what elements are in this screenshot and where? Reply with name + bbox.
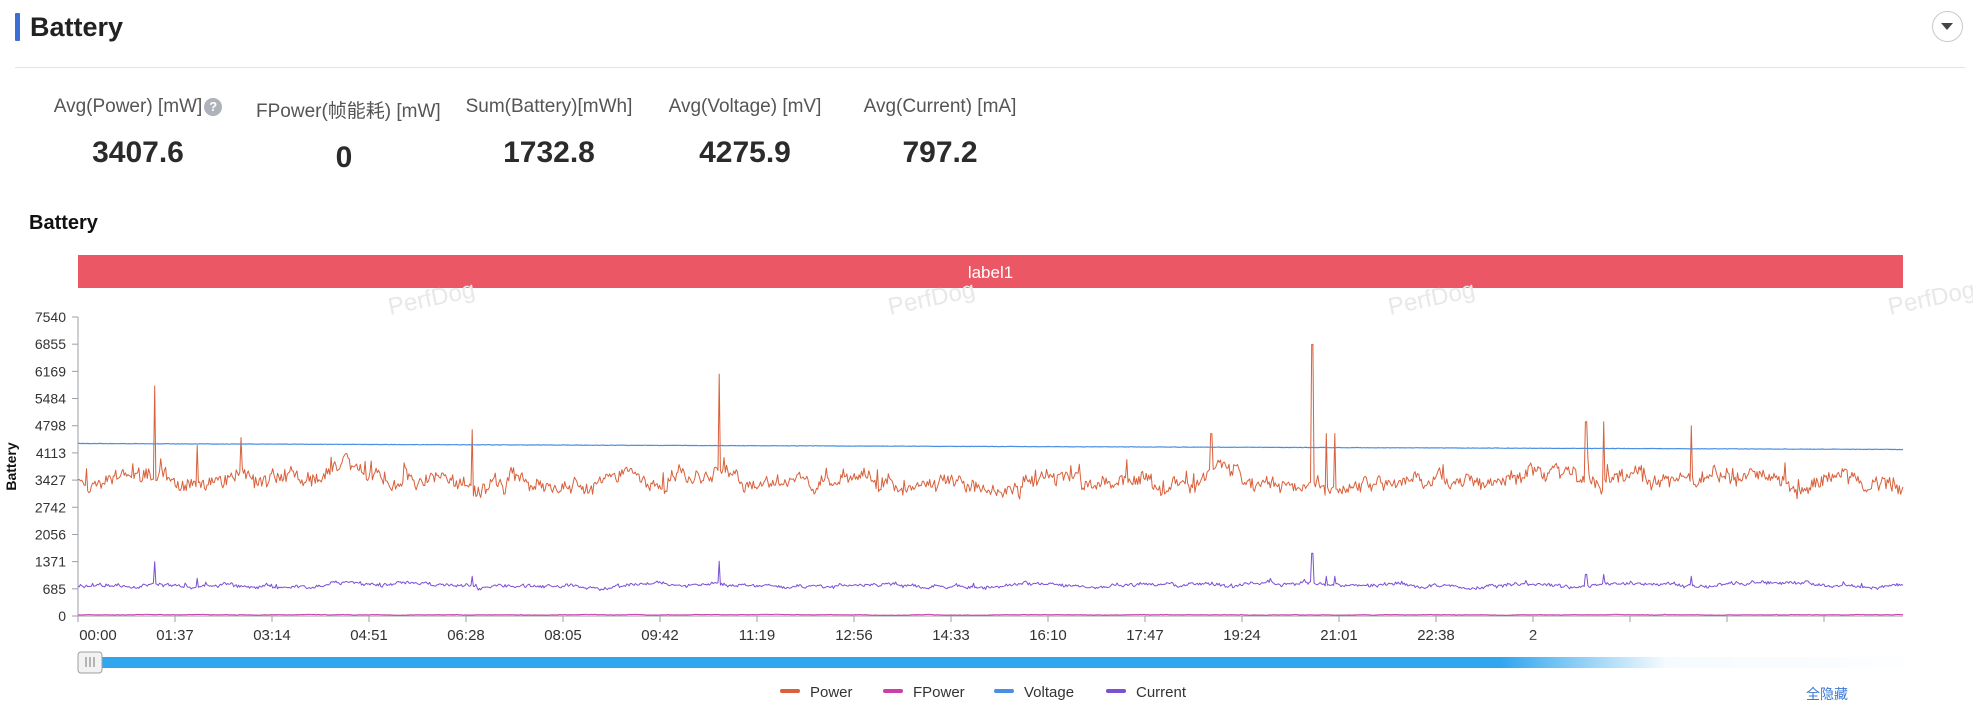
metric-avg-current: Avg(Current) [mA] 797.2	[862, 96, 1018, 170]
section-header: Battery	[0, 0, 1973, 68]
fpower-series-line	[77, 613, 1904, 616]
title-accent-bar	[15, 13, 20, 41]
scrollbar-overlay	[1500, 635, 1973, 680]
metric-avg-voltage: Avg(Voltage) [mV] 4275.9	[667, 96, 823, 170]
metric-value: 1732.8	[503, 136, 595, 169]
x-tick-label: 01:37	[156, 627, 194, 644]
metric-value: 3407.6	[92, 136, 184, 169]
x-tick-label: 12:56	[835, 627, 873, 644]
help-icon[interactable]: ?	[204, 98, 223, 116]
y-tick-label: 685	[43, 581, 67, 597]
x-tick-label: 08:05	[544, 627, 582, 644]
power-series-line	[78, 343, 1904, 500]
hide-all-link[interactable]: 全隐藏	[1806, 686, 1848, 702]
x-tick-label: 06:28	[447, 627, 485, 644]
metric-value: 4275.9	[699, 136, 791, 169]
y-tick-label: 6169	[35, 363, 66, 379]
legend-swatch	[1106, 689, 1126, 693]
y-tick-label: 3427	[35, 472, 66, 488]
x-tick-label: 04:51	[350, 627, 388, 644]
metric-label: Avg(Voltage) [mV]	[668, 96, 822, 117]
x-tick-label: 16:10	[1029, 627, 1067, 644]
zoom-scrollbar-track	[78, 657, 1903, 668]
x-tick-label: 09:42	[641, 627, 679, 644]
section-title: Battery	[30, 12, 124, 42]
header-divider	[15, 67, 1965, 68]
legend-label: FPower	[913, 684, 965, 701]
y-axis-label: Battery	[3, 442, 19, 490]
legend-swatch	[780, 689, 800, 693]
x-tick-label: 00:00	[79, 627, 117, 644]
legend-item-power[interactable]: Power	[780, 684, 853, 701]
x-tick-label: 03:14	[253, 627, 291, 644]
legend-swatch	[883, 689, 903, 693]
y-tick-label: 2056	[35, 526, 66, 542]
metric-value: 797.2	[902, 136, 978, 169]
legend-label: Current	[1136, 684, 1187, 701]
legend-label: Power	[810, 684, 853, 701]
metric-value: 0	[335, 141, 353, 174]
metric-avg-power: Avg(Power) [mW]? 3407.6	[50, 96, 226, 170]
y-tick-label: 4113	[36, 445, 66, 461]
chart-title: Battery	[29, 212, 98, 234]
y-tick-label: 1371	[35, 554, 66, 570]
collapse-toggle-button[interactable]	[1932, 11, 1963, 42]
y-tick-label: 7540	[35, 309, 66, 325]
metric-sum-battery: Sum(Battery)[mWh] 1732.8	[465, 96, 633, 170]
legend-label: Voltage	[1024, 684, 1075, 701]
legend-item-voltage[interactable]: Voltage	[994, 684, 1074, 701]
metric-label: Avg(Power) [mW]	[53, 96, 203, 117]
chart-legend: Power FPower Voltage Current	[0, 684, 1973, 708]
x-tick-label: 19:24	[1223, 627, 1261, 644]
metric-label: FPower(帧能耗) [mW]	[256, 101, 441, 122]
y-tick-label: 5484	[35, 391, 66, 407]
x-tick-label: 21:01	[1320, 627, 1358, 644]
legend-item-current[interactable]: Current	[1106, 684, 1186, 701]
x-tick-label: 17:47	[1126, 627, 1164, 644]
y-tick-label: 0	[58, 608, 66, 624]
y-tick-label: 4798	[35, 418, 66, 434]
legend-swatch	[994, 689, 1014, 693]
x-tick-label: 22:38	[1417, 627, 1455, 644]
caret-down-icon	[1941, 23, 1953, 30]
metric-label: Avg(Current) [mA]	[863, 96, 1017, 117]
metric-fpower: FPower(帧能耗) [mW] 0	[256, 96, 441, 175]
metric-label: Sum(Battery)[mWh]	[465, 96, 633, 117]
voltage-series-line	[78, 442, 1904, 451]
label-bar	[78, 255, 1903, 288]
current-series-line	[77, 552, 1904, 591]
x-tick-label: 14:33	[932, 627, 970, 644]
legend-item-fpower[interactable]: FPower	[883, 684, 965, 701]
x-tick-label: 11:19	[739, 627, 775, 644]
label-bar-text: label1	[968, 263, 1013, 282]
y-tick-label: 6855	[35, 336, 66, 352]
y-tick-label: 2742	[35, 499, 66, 515]
